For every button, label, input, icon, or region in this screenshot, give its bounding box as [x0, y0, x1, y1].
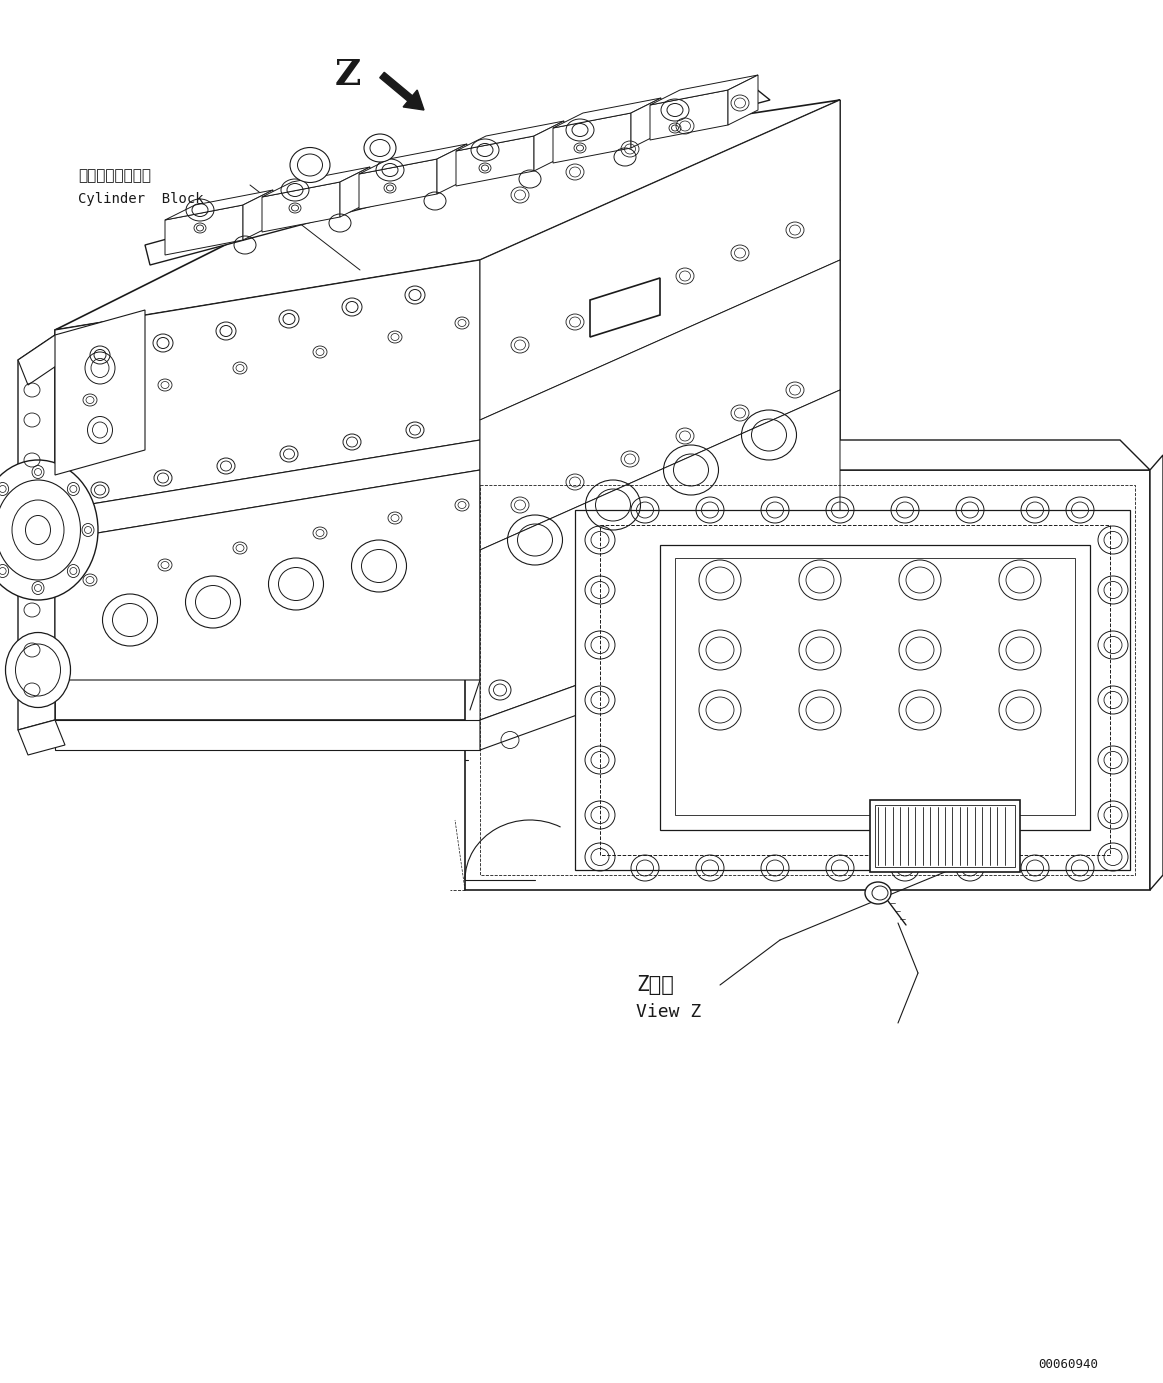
Polygon shape [480, 591, 840, 750]
Polygon shape [480, 390, 840, 721]
Polygon shape [17, 335, 65, 384]
Text: シリンダブロック: シリンダブロック [78, 167, 151, 183]
FancyArrow shape [380, 72, 424, 111]
Polygon shape [55, 310, 145, 474]
Polygon shape [632, 98, 661, 148]
Polygon shape [55, 100, 840, 331]
Polygon shape [55, 440, 480, 539]
Polygon shape [340, 167, 370, 217]
Polygon shape [534, 120, 564, 171]
Polygon shape [359, 144, 468, 174]
Polygon shape [55, 100, 840, 331]
Text: Z　視: Z 視 [636, 975, 673, 994]
Polygon shape [650, 75, 758, 105]
Polygon shape [480, 100, 840, 420]
Polygon shape [1150, 455, 1163, 891]
Ellipse shape [6, 632, 71, 708]
Polygon shape [659, 545, 1090, 830]
Polygon shape [728, 75, 758, 124]
Polygon shape [55, 260, 480, 721]
Polygon shape [165, 189, 273, 220]
Polygon shape [165, 205, 243, 254]
Polygon shape [552, 98, 661, 129]
Ellipse shape [364, 134, 395, 162]
Polygon shape [145, 80, 770, 266]
Polygon shape [437, 144, 468, 194]
Bar [875, 805, 1015, 867]
Ellipse shape [290, 148, 330, 183]
Polygon shape [552, 113, 632, 163]
Polygon shape [262, 167, 370, 196]
Text: Z: Z [335, 58, 362, 93]
Text: View Z: View Z [636, 1003, 701, 1021]
Polygon shape [590, 278, 659, 337]
Polygon shape [575, 510, 1130, 870]
Polygon shape [480, 260, 840, 550]
Polygon shape [262, 183, 340, 232]
Polygon shape [55, 260, 480, 510]
Polygon shape [243, 189, 273, 241]
Polygon shape [465, 440, 1150, 470]
Bar [870, 799, 1020, 873]
Polygon shape [456, 120, 564, 151]
Text: 00060940: 00060940 [1039, 1358, 1098, 1371]
Polygon shape [650, 90, 728, 140]
Polygon shape [55, 470, 480, 680]
Polygon shape [17, 721, 65, 755]
Text: Cylinder  Block: Cylinder Block [78, 192, 204, 206]
Polygon shape [17, 335, 55, 730]
Ellipse shape [0, 461, 98, 600]
Polygon shape [480, 100, 840, 721]
Ellipse shape [865, 882, 891, 904]
Polygon shape [456, 136, 534, 185]
Polygon shape [359, 159, 437, 209]
Polygon shape [55, 721, 480, 750]
Polygon shape [465, 470, 1150, 891]
